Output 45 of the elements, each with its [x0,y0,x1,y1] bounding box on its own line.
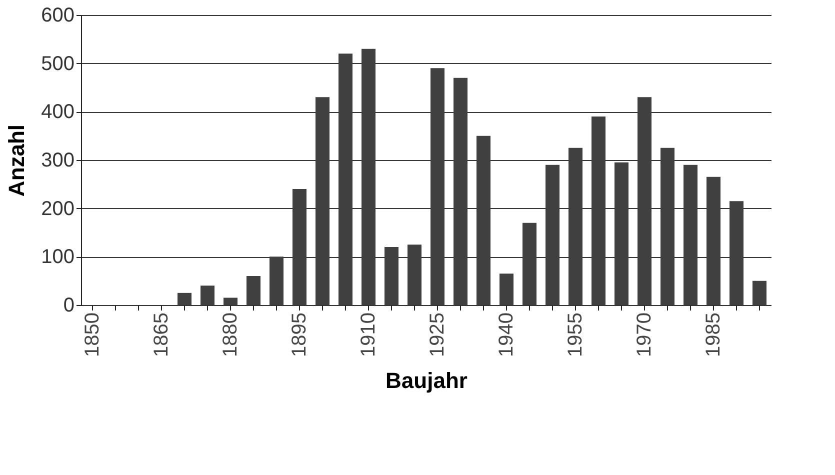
bar [476,136,490,305]
bar [522,222,536,305]
y-tick-label: 500 [41,52,74,75]
bar [178,292,192,305]
x-tick-label: 1865 [150,312,172,357]
y-tick-label: 100 [41,246,74,268]
bar [614,162,628,305]
bar [338,54,352,305]
x-axis-title: Baujahr [386,368,468,393]
bar [200,286,214,305]
y-tick-label: 400 [41,101,74,124]
bar [316,97,330,305]
y-axis-title: Anzahl [4,124,30,197]
y-tick-label: 600 [41,4,74,26]
bar [362,48,376,305]
bar [730,201,744,305]
bar [684,164,698,305]
bar [500,274,514,305]
x-tick-label: 1940 [496,312,518,357]
bar [660,148,674,305]
bar [546,164,560,305]
bar [752,280,766,305]
bar [292,189,306,305]
bar [638,97,652,305]
x-tick-label: 1955 [564,312,586,357]
x-tick-label: 1985 [702,312,724,357]
y-tick-label: 0 [63,294,74,316]
x-tick-label: 1880 [220,312,242,357]
y-tick-label: 200 [41,198,74,220]
bar [384,247,398,305]
x-tick-label: 1850 [82,312,104,357]
bar [270,256,284,305]
bar [408,244,422,305]
x-tick-label: 1895 [288,312,310,357]
x-tick-label: 1910 [358,312,380,357]
bar [224,298,238,305]
bar [246,276,260,305]
bar [592,116,606,305]
bar [454,78,468,305]
bar [706,176,720,305]
bar [568,148,582,305]
y-tick-label: 300 [41,150,74,172]
x-tick-label: 1970 [634,312,656,357]
x-tick-label: 1925 [426,312,448,357]
bar [430,68,444,305]
